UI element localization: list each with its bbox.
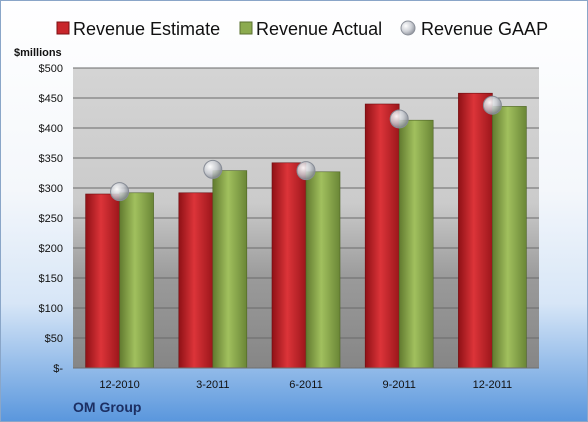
legend-swatch-actual (239, 21, 253, 35)
y-axis-unit-label: $millions (14, 47, 62, 59)
legend: Revenue Estimate Revenue Actual Revenue … (56, 19, 548, 39)
legend-swatch-gaap (400, 20, 416, 36)
bars (85, 92, 527, 369)
bar-revenue-estimate (85, 193, 120, 369)
x-tick-label: 9-2011 (382, 379, 415, 391)
bar-revenue-estimate (178, 192, 214, 369)
company-name: OM Group (73, 399, 141, 415)
bar-revenue-actual (212, 170, 248, 369)
y-tick-label: $400 (39, 123, 63, 135)
bar-revenue-actual (119, 192, 154, 369)
legend-label-actual: Revenue Actual (256, 19, 382, 39)
bar-revenue-actual (305, 171, 341, 369)
legend-item-estimate: Revenue Estimate (56, 19, 220, 39)
bar-revenue-estimate (364, 103, 400, 369)
x-axis-ticks: 12-2010 3-2011 6-2011 9-2011 12-2011 (99, 379, 512, 391)
y-tick-label: $- (53, 363, 63, 375)
gaap-markers (110, 95, 502, 202)
marker-revenue-gaap (389, 109, 409, 129)
marker-revenue-gaap (296, 161, 316, 181)
y-tick-label: $200 (39, 243, 63, 255)
bar-revenue-actual (492, 106, 527, 369)
x-tick-label: 6-2011 (289, 379, 322, 391)
y-tick-label: $350 (39, 153, 63, 165)
y-axis-ticks: $- $50 $100 $150 $200 $250 $300 $350 $400 $450 $50… (39, 63, 64, 375)
legend-item-actual: Revenue Actual (239, 19, 382, 39)
marker-revenue-gaap (203, 159, 223, 179)
marker-revenue-gaap (110, 182, 130, 202)
legend-item-gaap: Revenue GAAP (400, 19, 548, 39)
bar-revenue-estimate (271, 162, 307, 369)
x-tick-label: 12-2011 (473, 379, 513, 391)
y-tick-label: $50 (45, 333, 63, 345)
y-tick-label: $450 (39, 93, 63, 105)
legend-label-gaap: Revenue GAAP (421, 19, 548, 39)
x-tick-label: 12-2010 (99, 379, 139, 391)
y-tick-label: $150 (39, 273, 63, 285)
y-tick-label: $100 (39, 303, 63, 315)
legend-swatch-estimate (56, 21, 70, 35)
y-tick-label: $500 (39, 63, 63, 75)
y-tick-label: $300 (39, 183, 63, 195)
x-tick-label: 3-2011 (196, 379, 229, 391)
y-tick-label: $250 (39, 213, 63, 225)
legend-label-estimate: Revenue Estimate (73, 19, 220, 39)
bar-revenue-actual (398, 119, 434, 369)
bar-revenue-estimate (458, 92, 493, 369)
marker-revenue-gaap (482, 95, 502, 115)
